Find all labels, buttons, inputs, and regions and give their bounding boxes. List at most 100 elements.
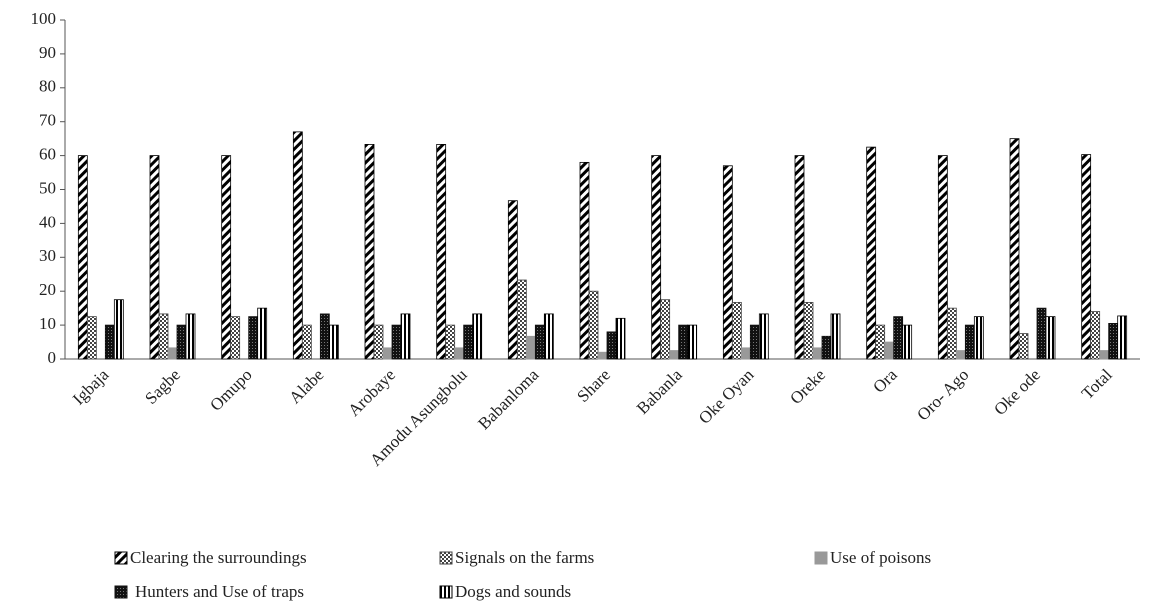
bar — [875, 324, 886, 360]
bar — [445, 324, 456, 360]
bar — [758, 313, 769, 360]
bar — [472, 313, 483, 360]
y-tick-label: 60 — [39, 145, 56, 164]
bar — [257, 307, 268, 360]
bar — [740, 347, 751, 360]
y-tick-label: 100 — [31, 9, 57, 28]
bar — [543, 313, 554, 360]
bar — [669, 350, 680, 360]
y-tick-label: 70 — [39, 111, 56, 130]
bar — [1108, 323, 1119, 360]
bar — [812, 347, 823, 360]
bar — [373, 324, 384, 360]
bar — [1045, 316, 1056, 360]
bar — [1036, 307, 1047, 360]
y-tick-label: 90 — [39, 43, 56, 62]
y-tick-label: 40 — [39, 212, 56, 231]
bar — [158, 313, 169, 360]
bar — [678, 324, 689, 360]
bar — [167, 347, 178, 360]
x-tick-label: Oke ode — [990, 365, 1044, 419]
bar — [866, 146, 877, 360]
bar — [319, 313, 330, 360]
x-tick-label: Oreke — [786, 365, 829, 408]
y-tick-label: 10 — [39, 314, 56, 333]
y-tick-label: 80 — [39, 77, 56, 96]
x-tick-label: Ora — [869, 365, 901, 397]
bar — [1018, 333, 1029, 360]
x-tick-label: Oro- Ago — [913, 365, 972, 424]
bar — [185, 313, 196, 360]
x-tick-label: Igbaja — [69, 365, 113, 409]
bar — [731, 301, 742, 360]
bar — [1090, 311, 1101, 360]
y-tick-label: 50 — [39, 178, 56, 197]
y-tick-label: 0 — [48, 348, 57, 367]
x-tick-label: Alabe — [285, 365, 327, 407]
y-tick-label: 30 — [39, 246, 56, 265]
bar — [77, 155, 88, 360]
bar — [436, 144, 447, 360]
legend-label: Signals on the farms — [455, 548, 594, 567]
x-tick-label: Arobaye — [344, 365, 399, 420]
legend-swatch — [114, 585, 128, 599]
bar — [292, 131, 303, 360]
x-tick-label: Share — [573, 365, 614, 406]
x-tick-label: Omupo — [206, 365, 255, 414]
bar — [973, 316, 984, 360]
x-tick-label: Sagbe — [141, 365, 184, 408]
bar — [328, 324, 339, 360]
bar — [1081, 154, 1092, 360]
bar — [946, 307, 957, 360]
bar — [176, 324, 187, 360]
bar — [301, 324, 312, 360]
legend-label: Hunters and Use of traps — [135, 582, 304, 601]
bar — [534, 324, 545, 360]
bar — [794, 155, 805, 360]
bar — [964, 324, 975, 360]
bar — [230, 316, 241, 360]
bar — [884, 341, 895, 360]
legend-swatch — [439, 551, 453, 565]
bar — [149, 155, 160, 360]
bar — [660, 299, 671, 360]
bar — [588, 290, 599, 360]
legend-label: Dogs and sounds — [455, 582, 571, 601]
bar — [1009, 138, 1020, 360]
bar — [687, 324, 698, 360]
legend-label: Use of poisons — [830, 548, 931, 567]
x-tick-label: Total — [1078, 365, 1116, 403]
bar — [803, 301, 814, 360]
bar — [749, 324, 760, 360]
legend-swatch — [439, 585, 453, 599]
bar — [651, 155, 662, 360]
bar — [525, 335, 536, 360]
bar — [579, 161, 590, 360]
bar — [248, 316, 259, 360]
bar — [463, 324, 474, 360]
bar — [1117, 315, 1128, 360]
bar — [364, 144, 375, 360]
bar — [104, 324, 115, 360]
bar — [382, 347, 393, 360]
bar — [113, 299, 124, 360]
bar — [86, 316, 97, 360]
bar — [830, 313, 841, 360]
legend-swatch — [814, 551, 828, 565]
x-tick-label: Babanla — [633, 365, 686, 418]
bar — [893, 316, 904, 360]
bar — [902, 324, 913, 360]
bar — [516, 279, 527, 360]
bar — [221, 155, 232, 360]
bar — [597, 351, 608, 360]
bar — [1099, 350, 1110, 360]
bar — [615, 317, 626, 360]
bar — [937, 155, 948, 360]
bar — [606, 331, 617, 360]
bar — [955, 350, 966, 360]
legend-label: Clearing the surroundings — [130, 548, 307, 567]
legend-swatch — [114, 551, 128, 565]
bar — [821, 335, 832, 360]
y-tick-label: 20 — [39, 280, 56, 299]
